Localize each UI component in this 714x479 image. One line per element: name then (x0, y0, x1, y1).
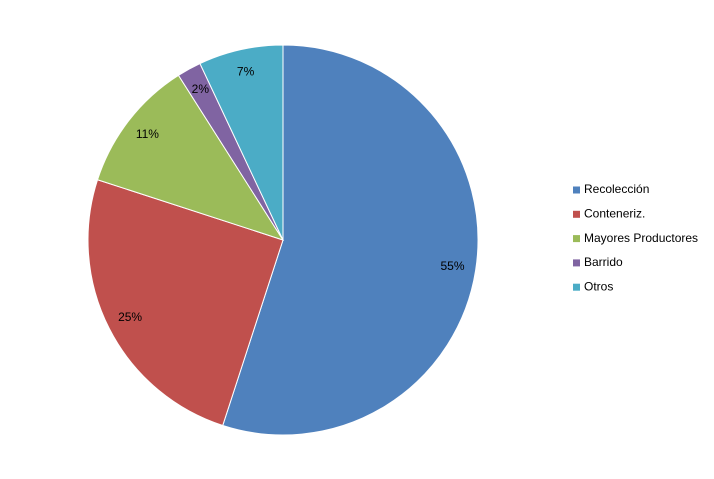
legend-label: Recolección (584, 182, 649, 196)
legend-label: Mayores Productores (584, 231, 698, 245)
legend-label: Barrido (584, 255, 623, 269)
data-label: 2% (192, 82, 210, 96)
pie-slice (87, 179, 284, 427)
legend-swatch (573, 210, 580, 218)
legend-swatch (573, 283, 580, 291)
pie-slice (96, 74, 285, 241)
data-label: 25% (118, 310, 142, 324)
legend-label: Otros (584, 279, 613, 293)
data-label: 11% (136, 127, 159, 141)
legend-swatch (573, 186, 580, 194)
pie-slice (199, 44, 284, 241)
legend-swatch (573, 259, 580, 267)
legend-label: Conteneriz. (584, 206, 645, 220)
data-label: 7% (237, 65, 255, 79)
data-label: 55% (440, 259, 464, 273)
legend-swatch (573, 235, 580, 243)
pie-slice (222, 44, 479, 436)
